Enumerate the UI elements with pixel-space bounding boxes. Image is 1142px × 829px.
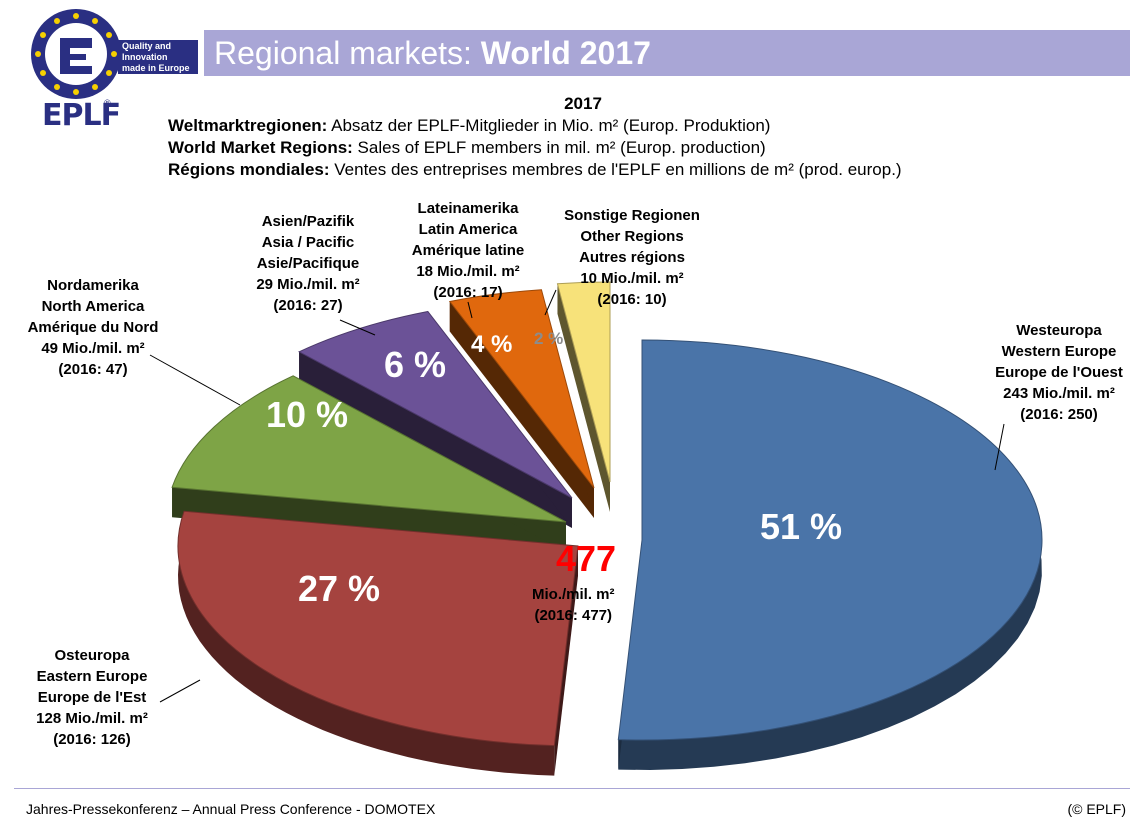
pie-slice-face-latin-america-0: [449, 301, 594, 518]
pie-slice-top-latin-america: [448, 289, 595, 489]
leader-line-asia-pacific: [339, 319, 376, 336]
leader-line-eastern-europe: [159, 679, 201, 703]
pie-slice-eastern-europe: [177, 510, 579, 776]
pct-label-asia-pacific: 6 %: [384, 344, 447, 385]
footer-copyright: (© EPLF): [1067, 801, 1126, 817]
registered-icon: ®: [104, 98, 111, 108]
pct-label-latin-america: 4 %: [471, 331, 513, 358]
subtitle-en: World Market Regions: Sales of EPLF memb…: [168, 138, 766, 157]
header-band: [204, 30, 1130, 76]
pie-slice-western-europe: [617, 339, 1043, 770]
pie-slice-face-other-regions-0: [557, 283, 610, 512]
subtitle-de: Weltmarktregionen: Absatz der EPLF-Mitgl…: [168, 116, 771, 135]
eu-stars-icon: [35, 13, 117, 95]
pie-slice-face-asia-pacific-0: [299, 351, 572, 528]
leader-line-other-regions: [544, 289, 557, 316]
leader-line-north-america: [149, 354, 241, 406]
footer-divider: [14, 788, 1130, 789]
chart-subtitles: 2017 Weltmarktregionen: Absatz der EPLF-…: [168, 93, 1008, 181]
callout-eastern-europe: Osteuropa Eastern Europe Europe de l'Est 1…: [36, 647, 148, 748]
pie-slice-latin-america: [448, 289, 595, 518]
callout-asia-pacific: Asien/Pazifik Asia / Pacific Asie/Pacifiqu…: [256, 213, 360, 314]
total-unit-label: Mio./mil. m² (2016: 477): [532, 586, 615, 624]
logo-tagline: Quality and Innovation made in Europe: [118, 40, 198, 74]
subtitle-fr: Régions mondiales: Ventes des entreprise…: [168, 160, 902, 179]
page-title: Regional markets: World 2017: [214, 35, 651, 71]
pie-slice-asia-pacific: [297, 310, 573, 528]
logo-wordmark: EPLF: [42, 98, 121, 133]
total-value: 477: [556, 538, 617, 579]
callout-other-regions: Sonstige Regionen Other Regions Autres rég…: [564, 207, 700, 308]
pct-label-western-europe: 51 %: [760, 506, 843, 547]
leader-line-western-europe: [994, 423, 1005, 471]
pct-label-north-america: 10 %: [266, 394, 349, 435]
callout-north-america: Nordamerika North America Amérique du Nord…: [27, 277, 159, 378]
callout-western-europe: Westeuropa Western Europe Europe de l'Oues…: [995, 322, 1123, 423]
leader-line-latin-america: [467, 301, 473, 319]
chart-year: 2017: [564, 94, 602, 113]
pie-slice-top-western-europe: [617, 339, 1043, 741]
pct-label-eastern-europe: 27 %: [298, 568, 381, 609]
pie-slice-top-eastern-europe: [177, 510, 579, 747]
footer-caption: Jahres-Pressekonferenz – Annual Press Co…: [26, 801, 436, 817]
pie-slice-top-north-america: [171, 375, 567, 523]
callout-latin-america: Lateinamerika Latin America Amérique latin…: [411, 200, 525, 301]
pie-slice-face-eastern-europe-0: [554, 546, 578, 776]
pct-label-other-regions: 2 %: [534, 329, 564, 348]
pie-slice-top-other-regions: [556, 281, 611, 483]
eplf-logo-icon: [31, 9, 121, 99]
pie-slice-side-eastern-europe: [178, 511, 555, 776]
pie-slice-other-regions: [556, 281, 611, 512]
